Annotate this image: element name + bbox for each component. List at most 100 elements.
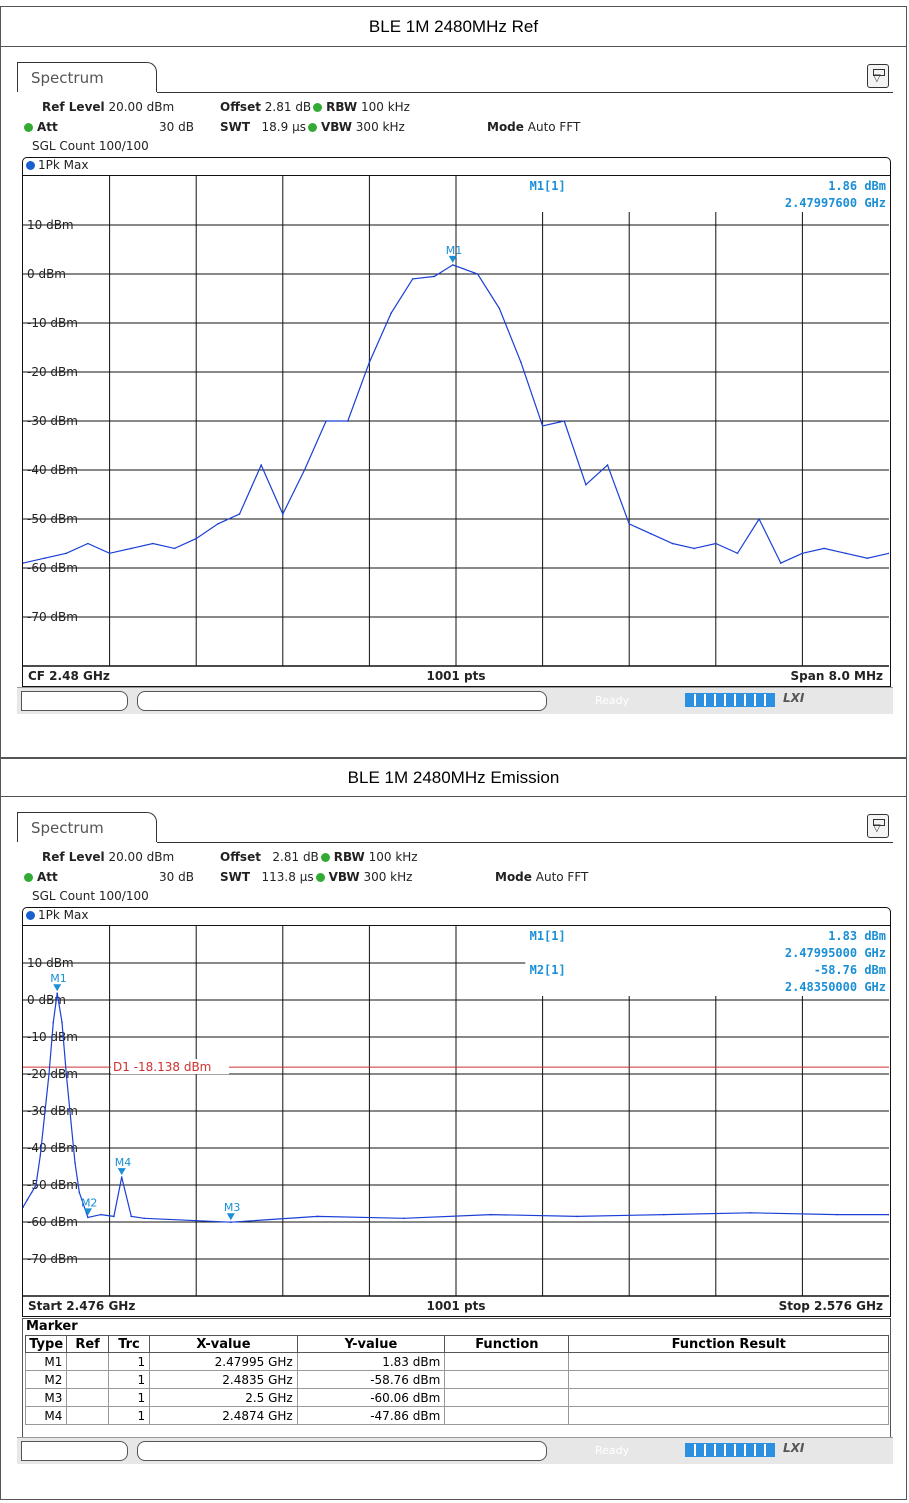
- trace-point: [433, 275, 436, 278]
- trace-point: [100, 1213, 102, 1216]
- analyzer-screen-emission: Spectrum Ref Level 20.00 dBm Offset 2.81…: [17, 812, 893, 1472]
- att-param: Att: [22, 120, 58, 134]
- trace-point: [65, 1073, 68, 1075]
- ref-level-param: Ref Level 20.00 dBm: [42, 100, 175, 114]
- y-tick-label: -60 dBm: [27, 561, 78, 575]
- trace-point: [260, 464, 262, 466]
- table-cell: 1: [107, 1388, 151, 1407]
- table-row: M1 1 2.47995 GHz 1.83 dBm: [24, 1352, 889, 1371]
- table-cell: [568, 1352, 889, 1371]
- trace-point: [61, 1021, 63, 1023]
- trace-label-row: 1Pk Max: [23, 158, 890, 176]
- footer-left: Start 2.476 GHz: [28, 1299, 135, 1313]
- trace-point: [39, 1154, 42, 1157]
- table-cell: -60.06 dBm: [296, 1388, 446, 1407]
- marker-table-grid: Type Ref Trc X-value Y-value Function Function…: [24, 1335, 889, 1425]
- status-field-left: [21, 691, 128, 711]
- marker-table-header: Function: [444, 1335, 570, 1353]
- offset-param: Offset 2.81 dB RBW 100 kHz: [220, 850, 418, 864]
- spectrum-tab-label: Spectrum: [31, 69, 104, 87]
- trace-point: [230, 1221, 232, 1224]
- trace-point: [195, 537, 197, 540]
- marker-readout-bg: [525, 926, 889, 996]
- spectrum-chart-ref[interactable]: 10 dBm 0 dBm -10 dBm -20 dBm -30 dBm -40 dBm -…: [23, 176, 889, 686]
- spectrum-tab[interactable]: Spectrum: [17, 62, 157, 92]
- trace-point: [801, 552, 804, 555]
- y-tick-label: -60 dBm: [27, 1215, 78, 1229]
- table-cell: 2.4835 GHz: [149, 1370, 298, 1389]
- trace-point: [888, 552, 889, 555]
- marker-triangle-icon: [53, 984, 62, 992]
- marker-table-header: Type: [24, 1335, 68, 1353]
- plot-area-ref: 1Pk Max 10 dBm 0 dBm -10 dBm -20 dBm -30 dBm…: [22, 157, 891, 687]
- y-tick-label: -20 dBm: [27, 365, 78, 379]
- status-dot-icon: [320, 853, 330, 862]
- mode-param: Mode Auto FFT: [487, 120, 581, 134]
- panel-emission-caption: BLE 1M 2480MHz Emission: [347, 768, 560, 787]
- y-tick-label: -70 dBm: [27, 1252, 78, 1266]
- trace-point: [48, 1073, 50, 1075]
- sgl-count: SGL Count 100/100: [32, 889, 149, 903]
- trace-point: [749, 1211, 752, 1214]
- spectrum-tab[interactable]: Spectrum: [17, 812, 157, 842]
- readout-frequency: 2.47997600 GHz: [785, 196, 886, 210]
- trace-point: [74, 1162, 76, 1164]
- trace-point: [476, 273, 479, 275]
- att-value: 30 dB: [159, 870, 194, 884]
- y-tick-label: -40 dBm: [27, 1141, 78, 1155]
- marker-table-header: Y-value: [296, 1335, 446, 1353]
- trace-point: [303, 469, 306, 471]
- limit-line-label: D1 -18.138 dBm: [113, 1060, 211, 1074]
- table-cell: M4: [24, 1406, 68, 1425]
- table-cell: [568, 1370, 889, 1389]
- table-cell: 1.83 dBm: [296, 1352, 446, 1371]
- table-cell: [444, 1370, 570, 1389]
- marker-readout-bg: [525, 176, 889, 212]
- lxi-logo: LXI: [783, 691, 805, 705]
- trace-point: [325, 420, 327, 422]
- trace-point: [108, 552, 111, 555]
- panel-ref-frame: [0, 6, 907, 758]
- trace-point: [130, 547, 133, 550]
- y-tick-label: 10 dBm: [27, 956, 74, 970]
- display-menu-icon[interactable]: [867, 814, 889, 838]
- y-tick-label: 10 dBm: [27, 218, 74, 232]
- trace-point: [65, 552, 68, 555]
- trace-point: [411, 278, 414, 280]
- trace-point: [498, 307, 501, 310]
- trace-point: [78, 1191, 81, 1194]
- spectrum-tab-label: Spectrum: [31, 819, 104, 837]
- status-field-left: [21, 1441, 128, 1461]
- status-dot-icon: [315, 873, 325, 882]
- table-cell: [66, 1406, 109, 1425]
- trace-point: [736, 552, 739, 555]
- readout-value: -58.76 dBm: [814, 963, 886, 977]
- marker-label: M1: [446, 244, 463, 257]
- trace-point: [346, 420, 349, 422]
- trace-dot-icon: [26, 161, 35, 170]
- footer-right: Span 8.0 MHz: [791, 669, 883, 683]
- trace-point: [671, 542, 674, 545]
- trace-label: 1Pk Max: [38, 158, 89, 172]
- ref-level-param: Ref Level 20.00 dBm: [42, 850, 175, 864]
- progress-indicator: [685, 1443, 775, 1457]
- trace-point: [130, 1215, 133, 1218]
- trace-point: [120, 1176, 123, 1178]
- marker-label: M2: [81, 1196, 98, 1209]
- mode-param: Mode Auto FFT: [495, 870, 589, 884]
- table-cell: [66, 1370, 109, 1389]
- footer-center: 1001 pts: [426, 1299, 485, 1313]
- trace-point: [663, 1213, 665, 1216]
- status-dot-icon: [313, 103, 323, 112]
- lxi-logo: LXI: [783, 1441, 805, 1455]
- y-tick-label: -50 dBm: [27, 512, 78, 526]
- trace-point: [585, 483, 587, 486]
- trace-point: [606, 464, 609, 466]
- trace-point: [26, 1199, 29, 1201]
- trace-point: [693, 547, 695, 550]
- display-menu-icon[interactable]: [867, 64, 889, 88]
- marker-table-header: Function Result: [568, 1335, 889, 1353]
- panel-emission-frame: [0, 758, 907, 1500]
- tab-baseline: [157, 92, 893, 93]
